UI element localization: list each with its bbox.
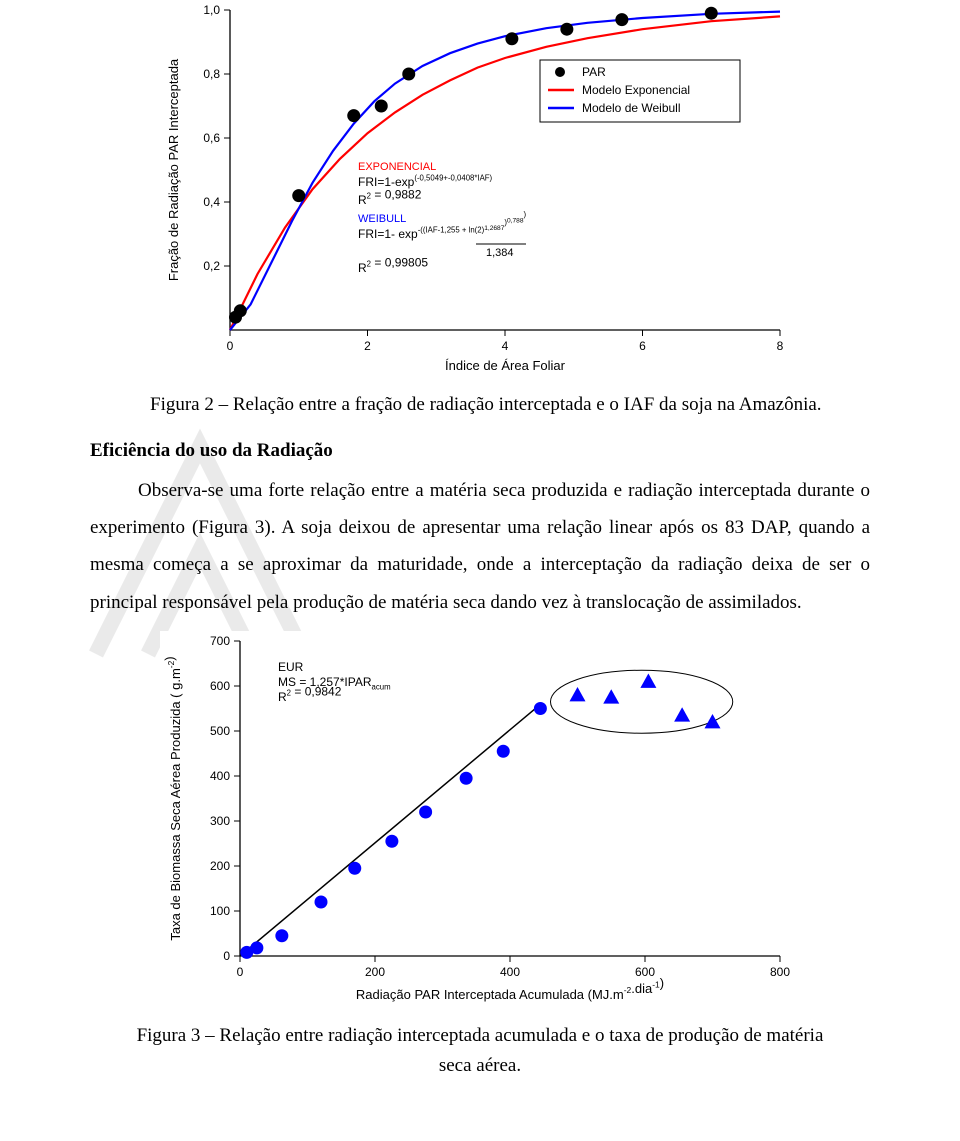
svg-text:200: 200 [210,859,230,873]
svg-text:Taxa de Biomassa Seca Aérea P: Taxa de Biomassa Seca Aérea Produzida ( … [162,656,183,940]
svg-text:300: 300 [210,814,230,828]
body-paragraph: Observa-se uma forte relação entre a mat… [90,472,870,620]
svg-text:EUR: EUR [278,660,304,674]
svg-text:100: 100 [210,904,230,918]
svg-text:700: 700 [210,634,230,648]
svg-text:8: 8 [777,339,784,353]
svg-text:1,384: 1,384 [486,247,514,259]
svg-text:0,6: 0,6 [203,131,220,145]
svg-text:R2 = 0,99805: R2 = 0,99805 [358,256,428,275]
svg-text:600: 600 [635,965,655,979]
svg-text:0: 0 [223,949,230,963]
svg-text:Modelo de Weibull: Modelo de Weibull [582,101,681,115]
svg-text:200: 200 [365,965,385,979]
figure-2-caption: Figura 2 – Relação entre a fração de rad… [150,390,870,420]
svg-text:0: 0 [237,965,244,979]
svg-text:400: 400 [210,769,230,783]
svg-text:R2 = 0,9882: R2 = 0,9882 [358,188,422,207]
figure-3-chart: 0 200 400 600 800 0 100 200 300 400 500 600 700 Radia… [160,631,800,1011]
svg-text:Radiação PAR Interceptada Acum: Radiação PAR Interceptada Acumulada (MJ.… [356,975,664,1002]
svg-text:Índice de Área Foliar: Índice de Área Foliar [445,358,566,373]
svg-text:Modelo Exponencial: Modelo Exponencial [582,83,690,97]
figure-3-caption: Figura 3 – Relação entre radiação interc… [90,1021,870,1082]
svg-text:600: 600 [210,679,230,693]
svg-text:4: 4 [502,339,509,353]
svg-text:PAR: PAR [582,65,606,79]
svg-text:1,0: 1,0 [203,3,220,17]
svg-text:6: 6 [639,339,646,353]
svg-text:Fração de Radiação PAR Interce: Fração de Radiação PAR Interceptada [166,58,181,281]
svg-text:0,2: 0,2 [203,259,220,273]
svg-text:0: 0 [227,339,234,353]
svg-text:0,8: 0,8 [203,67,220,81]
svg-text:400: 400 [500,965,520,979]
svg-text:WEIBULL: WEIBULL [358,213,406,225]
svg-text:0,4: 0,4 [203,195,220,209]
svg-text:EXPONENCIAL: EXPONENCIAL [358,161,436,173]
figure-2-chart: 0 2 4 6 8 0,2 0,4 0,6 0,8 1,0 Índice de Área Folia… [160,0,800,380]
svg-text:2: 2 [364,339,371,353]
section-heading: Eficiência do uso da Radiação [90,440,870,462]
svg-text:500: 500 [210,724,230,738]
svg-text:800: 800 [770,965,790,979]
